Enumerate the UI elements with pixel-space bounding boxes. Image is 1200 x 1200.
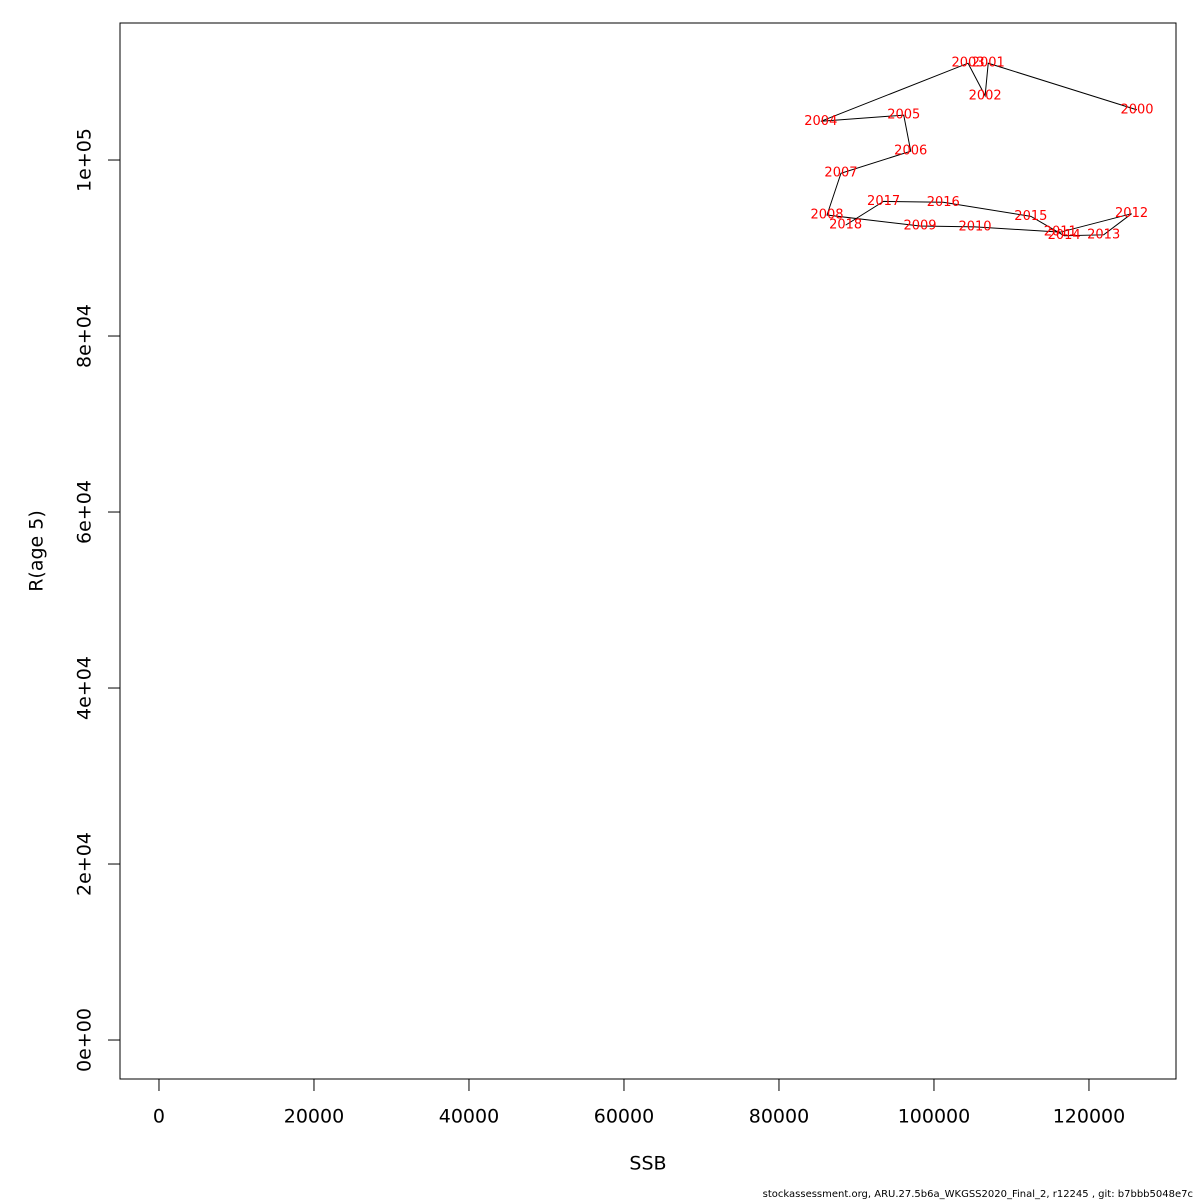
plot-frame xyxy=(119,22,1177,1080)
x-tick-label: 20000 xyxy=(284,1106,344,1128)
point-label: 2012 xyxy=(1115,206,1148,221)
point-label: 2014 xyxy=(1048,228,1081,243)
point-label: 2003 xyxy=(952,56,985,71)
y-tick-label: 1e+05 xyxy=(74,128,96,192)
point-label: 2005 xyxy=(887,108,920,123)
point-label: 2017 xyxy=(867,194,900,209)
point-label: 2011 xyxy=(1044,225,1077,240)
y-tick-label: 6e+04 xyxy=(74,480,96,544)
y-tick-label: 8e+04 xyxy=(74,304,96,368)
x-tick-label: 0 xyxy=(153,1106,165,1128)
x-tick-label: 120000 xyxy=(1053,1106,1126,1128)
point-label: 2015 xyxy=(1014,209,1047,224)
point-label: 2016 xyxy=(927,195,960,210)
point-label: 2001 xyxy=(972,56,1005,71)
point-label: 2004 xyxy=(804,114,837,129)
point-label: 2008 xyxy=(810,208,843,223)
y-tick-label: 2e+04 xyxy=(74,832,96,896)
y-tick-label: 4e+04 xyxy=(74,656,96,720)
x-tick-label: 80000 xyxy=(749,1106,809,1128)
footer: stockassessment.org, ARU.27.5b6a_WKGSS20… xyxy=(763,1189,1193,1200)
x-tick-label: 60000 xyxy=(594,1106,654,1128)
point-label: 2009 xyxy=(903,219,936,234)
point-label: 2000 xyxy=(1120,102,1153,117)
point-label: 2010 xyxy=(958,219,991,234)
point-label: 2002 xyxy=(969,88,1002,103)
x-tick-label: 100000 xyxy=(898,1106,971,1128)
point-label: 2007 xyxy=(824,166,857,181)
x-tick-label: 40000 xyxy=(439,1106,499,1128)
trajectory-line xyxy=(820,62,1138,237)
point-label: 2006 xyxy=(894,144,927,159)
point-label: 2013 xyxy=(1087,227,1120,242)
point-label: 2018 xyxy=(829,218,862,233)
y-tick-label: 0e+00 xyxy=(74,1008,96,1072)
x-axis-label: SSB xyxy=(629,1153,666,1175)
y-axis-label: R(age 5) xyxy=(26,510,48,592)
